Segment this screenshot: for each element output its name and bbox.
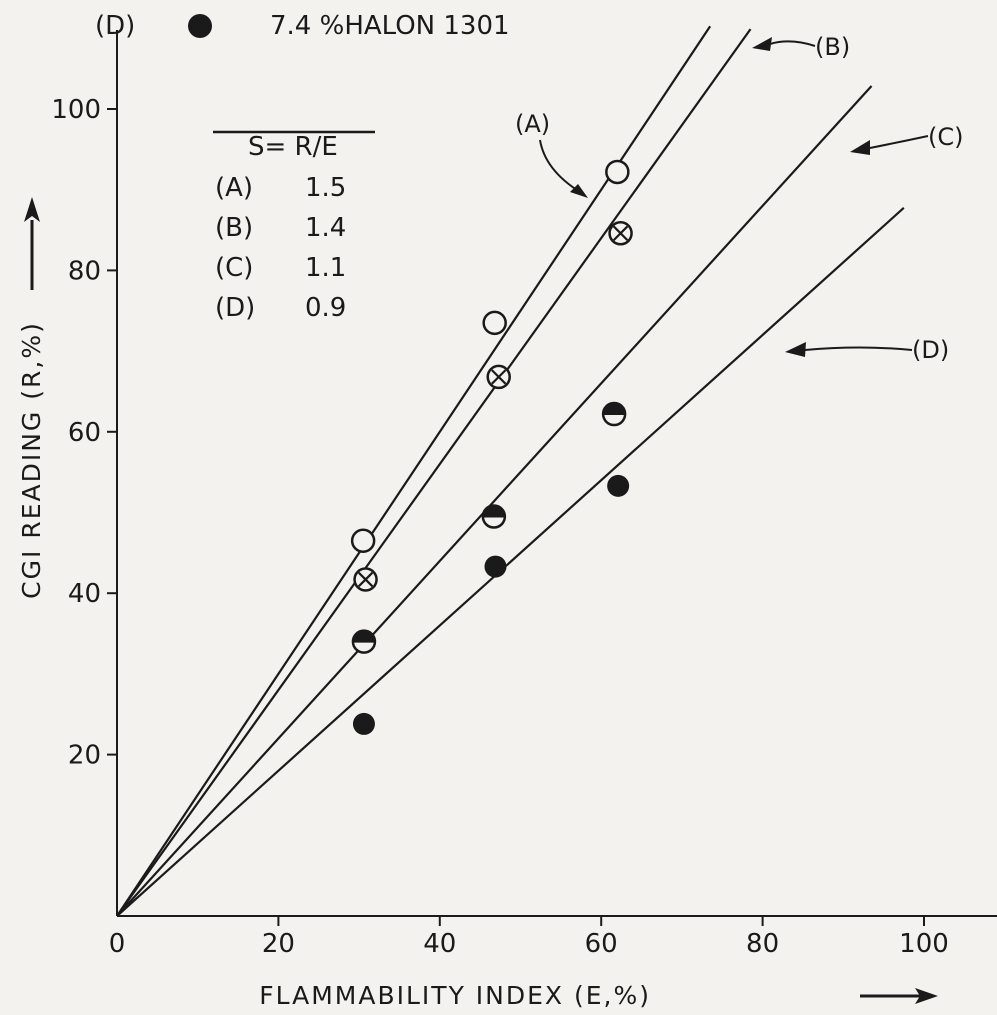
x-tick-label: 100 bbox=[899, 929, 949, 959]
data-point-b bbox=[608, 221, 633, 246]
callout-label-a: (A) bbox=[515, 110, 550, 138]
callout-arrow-d bbox=[804, 346, 913, 351]
fit-line-b bbox=[116, 28, 752, 917]
x-tick-label: 20 bbox=[262, 929, 295, 959]
slope-table-value: 0.9 bbox=[305, 293, 346, 323]
callout-label-c: (C) bbox=[928, 123, 963, 151]
legend-series-label: (D) bbox=[95, 11, 135, 41]
legend-marker-filled-circle bbox=[188, 14, 212, 38]
slope-table-value: 1.4 bbox=[305, 213, 346, 243]
slope-table-label: (D) bbox=[215, 293, 255, 323]
slope-table-value: 1.5 bbox=[305, 173, 346, 203]
data-point-c bbox=[481, 504, 507, 529]
data-point-a bbox=[350, 528, 376, 553]
data-point-a bbox=[482, 310, 507, 336]
x-tick-label: 80 bbox=[746, 929, 779, 959]
slope-table: (A) 1.5 (B) 1.4 (C) 1.1 (D) 0.9 bbox=[215, 173, 346, 323]
x-tick-label: 60 bbox=[585, 929, 618, 959]
callout-arrowhead-a bbox=[570, 184, 588, 198]
y-axis-arrow bbox=[24, 197, 40, 290]
data-point-d bbox=[352, 712, 375, 735]
data-point-c bbox=[351, 629, 377, 654]
fit-line-d bbox=[116, 207, 905, 917]
x-tick-label: 0 bbox=[109, 929, 126, 959]
x-tick-label: 40 bbox=[423, 929, 456, 959]
data-point-b bbox=[486, 364, 511, 390]
callout-arrowhead-d bbox=[785, 342, 806, 357]
data-point-b bbox=[353, 567, 378, 592]
slope-table-header: S= R/E bbox=[248, 132, 338, 162]
callout-label-b: (B) bbox=[815, 33, 850, 61]
slope-table-label: (C) bbox=[215, 253, 253, 283]
y-tick-label: 100 bbox=[51, 95, 101, 125]
callout-arrow-a bbox=[539, 139, 581, 193]
callout-arrow-c bbox=[869, 135, 929, 149]
y-tick-label: 60 bbox=[68, 418, 101, 448]
data-point-d bbox=[607, 474, 630, 497]
data-markers bbox=[350, 159, 633, 735]
legend-text: 7.4 %HALON 1301 bbox=[270, 11, 510, 41]
y-tick-label: 20 bbox=[68, 741, 101, 771]
ticks: 0 20 40 60 80 100 20 40 60 80 100 bbox=[51, 95, 948, 959]
x-axis-arrow bbox=[860, 988, 938, 1004]
slope-table-label: (A) bbox=[215, 173, 253, 203]
callouts: (A) (B) (C) (D) bbox=[515, 33, 963, 364]
fit-line-c bbox=[116, 85, 873, 917]
slope-table-label: (B) bbox=[215, 213, 253, 243]
callout-arrowhead-c bbox=[850, 140, 870, 155]
y-tick-label: 80 bbox=[68, 256, 101, 286]
callout-arrowhead-b bbox=[752, 37, 772, 51]
y-tick-label: 40 bbox=[68, 579, 101, 609]
data-point-d bbox=[484, 555, 507, 578]
callout-arrow-b bbox=[769, 40, 816, 47]
data-point-c bbox=[601, 401, 627, 427]
slope-table-value: 1.1 bbox=[305, 253, 346, 283]
y-axis-title: CGI READING (R,%) bbox=[17, 321, 46, 599]
axes bbox=[116, 30, 997, 917]
callout-label-d: (D) bbox=[912, 336, 949, 364]
data-point-a bbox=[605, 159, 630, 185]
x-axis-title: FLAMMABILITY INDEX (E,%) bbox=[259, 981, 651, 1010]
